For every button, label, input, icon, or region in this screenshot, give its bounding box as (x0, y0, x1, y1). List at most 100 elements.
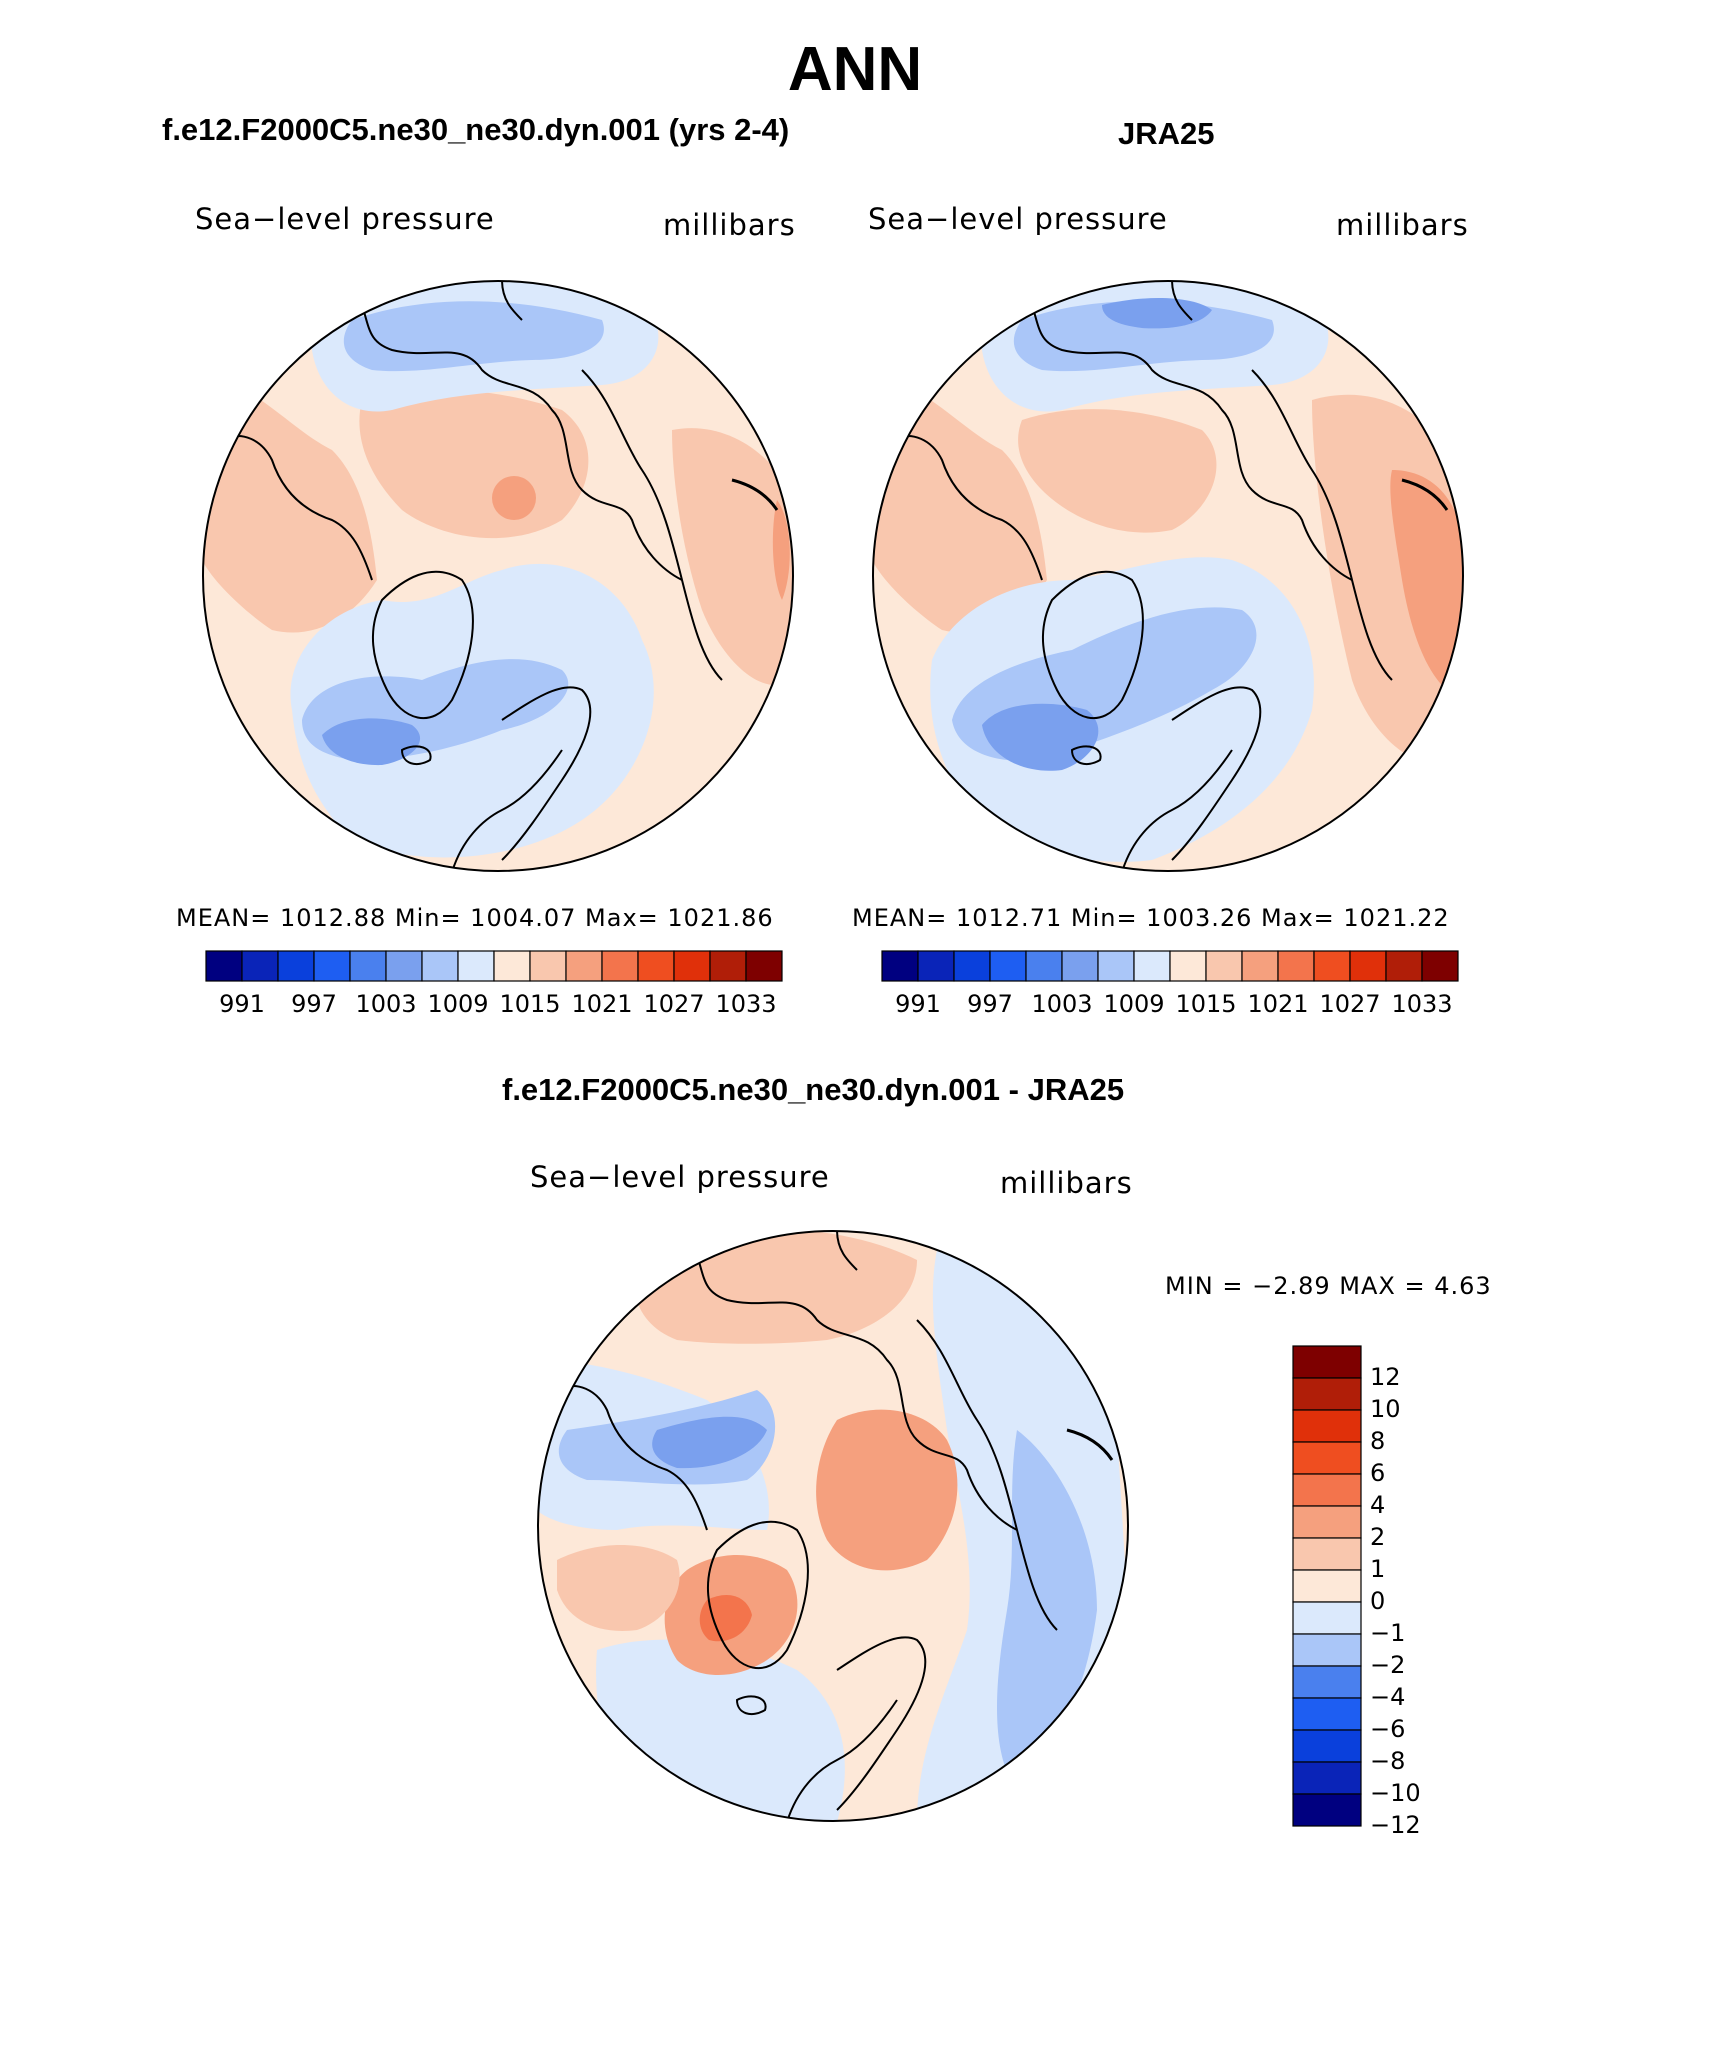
difference-colorbar-swatch (1292, 1377, 1362, 1411)
difference-colorbar-swatch (1292, 1473, 1362, 1507)
panel1-heading: f.e12.F2000C5.ne30_ne30.dyn.001 (yrs 2-4… (162, 112, 790, 147)
difference-colorbar-tick-label: −8 (1370, 1747, 1406, 1775)
difference-field-neg-west-min (652, 1416, 767, 1469)
difference-colorbar-tick-label: −6 (1370, 1715, 1406, 1743)
difference-colorbar-tick-label: −2 (1370, 1651, 1406, 1679)
panel1-coast-kamchatka (731, 478, 779, 511)
panel2-colorbar-swatch (1061, 950, 1099, 982)
panel1-colorbar-tick-label: 1021 (571, 990, 633, 1018)
panel1-colorbar-swatch (205, 950, 243, 982)
panel1-colorbar-swatch (709, 950, 747, 982)
panel1-colorbar-tick-label: 1033 (715, 990, 777, 1018)
panel2-colorbar-tick-label: 1003 (1031, 990, 1093, 1018)
panel2-coast-europe (1121, 749, 1233, 871)
difference-coast-iceland (735, 1695, 767, 1716)
difference-colorbar-swatch (1292, 1729, 1362, 1763)
panel1-colorbar-swatch (673, 950, 711, 982)
panel2-colorbar-swatch (917, 950, 955, 982)
difference-colorbar-tick-label: 4 (1370, 1491, 1386, 1519)
panel1-colorbar-tick-label: 991 (219, 990, 265, 1018)
difference-colorbar-labels: 12 10 8 6 4 2 1 0 −1 −2 −4 −6 −8 −10 −12 (1370, 1346, 1470, 1839)
panel2-colorbar-swatch (989, 950, 1027, 982)
difference-colorbar-swatch (1292, 1761, 1362, 1795)
panel2-colorbar-swatch (953, 950, 991, 982)
difference-colorbar-swatch (1292, 1505, 1362, 1539)
panel2-colorbar-swatch (1349, 950, 1387, 982)
panel1-colorbar-swatch (457, 950, 495, 982)
panel2-colorbar-swatch (881, 950, 919, 982)
difference-colorbar-swatch (1292, 1441, 1362, 1475)
panel2-coast-greenland (1041, 570, 1144, 719)
panel1-field-max (492, 476, 536, 520)
panel2-coast-hudson (891, 435, 1043, 581)
difference-colorbar-tick-label: −4 (1370, 1683, 1406, 1711)
difference-coast-alaska (836, 1231, 858, 1271)
panel1-colorbar-tick-label: 1009 (427, 990, 489, 1018)
panel2-heading: JRA25 (1118, 116, 1215, 151)
panel1-colorbar-swatch (529, 950, 567, 982)
panel1-colorbar-labels: 991 997 1003 1009 1015 1021 1027 1033 (206, 990, 782, 1020)
panel2-colorbar-swatch (1421, 950, 1459, 982)
panel1-units-label: millibars (663, 208, 796, 242)
panel2-coast-alaska (1171, 281, 1193, 321)
panel1-colorbar-swatch (349, 950, 387, 982)
difference-colorbar (1292, 1345, 1362, 1827)
difference-coast-north-america (686, 1231, 1018, 1531)
panel1-variable-label: Sea−level pressure (195, 202, 495, 236)
panel1-colorbar-swatch (637, 950, 675, 982)
difference-coast-eurasia (916, 1319, 1058, 1631)
panel2-colorbar-swatch (1169, 950, 1207, 982)
panel2-coast-eurasia (1251, 369, 1393, 681)
difference-colorbar-swatch (1292, 1345, 1362, 1379)
panel2-stats: MEAN= 1012.71 Min= 1003.26 Max= 1021.22 (852, 904, 1450, 932)
difference-units-label: millibars (1000, 1166, 1133, 1200)
panel1-coast-iceland (400, 745, 432, 766)
panel1-colorbar-swatch (565, 950, 603, 982)
panel2-field-high-west (873, 370, 1047, 633)
panel2-field-low-north-center (1102, 298, 1212, 329)
panel1-coast-eurasia (581, 369, 723, 681)
difference-colorbar-tick-label: −12 (1370, 1811, 1421, 1839)
difference-coast-greenland (706, 1520, 809, 1669)
difference-coast-hudson (556, 1385, 708, 1531)
panel2-units-label: millibars (1336, 208, 1469, 242)
difference-field-pos-west (557, 1545, 680, 1631)
panel1-coast-alaska (501, 281, 523, 321)
panel1-field-low-core (322, 718, 421, 766)
panel2-colorbar-labels: 991 997 1003 1009 1015 1021 1027 1033 (882, 990, 1458, 1020)
difference-colorbar-tick-label: 12 (1370, 1363, 1401, 1391)
panel1-colorbar-tick-label: 997 (291, 990, 337, 1018)
panel1-coast-europe (451, 749, 563, 871)
panel1-colorbar (205, 950, 783, 982)
panel2-coast-scandinavia (1171, 686, 1262, 861)
difference-colorbar-swatch (1292, 1569, 1362, 1603)
panel2-colorbar-tick-label: 997 (967, 990, 1013, 1018)
panel2-colorbar-tick-label: 1021 (1247, 990, 1309, 1018)
difference-variable-label: Sea−level pressure (530, 1160, 830, 1194)
difference-colorbar-tick-label: 1 (1370, 1555, 1386, 1583)
panel1-coast-scandinavia (501, 686, 592, 861)
panel1-field-high-east (672, 428, 793, 686)
difference-colorbar-tick-label: 6 (1370, 1459, 1386, 1487)
difference-colorbar-swatch (1292, 1697, 1362, 1731)
panel1-polar-map (202, 280, 794, 872)
panel2-polar-map (872, 280, 1464, 872)
panel2-colorbar-tick-label: 1009 (1103, 990, 1165, 1018)
difference-colorbar-tick-label: 10 (1370, 1395, 1401, 1423)
difference-colorbar-swatch (1292, 1665, 1362, 1699)
panel2-colorbar-tick-label: 991 (895, 990, 941, 1018)
panel1-coast-greenland (371, 570, 474, 719)
difference-field-pos-greenland-core (699, 1595, 752, 1642)
difference-colorbar-swatch (1292, 1633, 1362, 1667)
panel2-field-max-east (1390, 470, 1463, 700)
panel2-colorbar-swatch (1205, 950, 1243, 982)
difference-coast-kamchatka (1066, 1428, 1114, 1461)
difference-polar-map (537, 1230, 1129, 1822)
panel2-coast-iceland (1070, 745, 1102, 766)
panel1-coast-north-america (351, 281, 683, 581)
panel2-variable-label: Sea−level pressure (868, 202, 1168, 236)
panel2-colorbar-swatch (1133, 950, 1171, 982)
figure-title: ANN (787, 35, 923, 104)
panel1-colorbar-tick-label: 1003 (355, 990, 417, 1018)
difference-field-pos-center (816, 1409, 958, 1571)
